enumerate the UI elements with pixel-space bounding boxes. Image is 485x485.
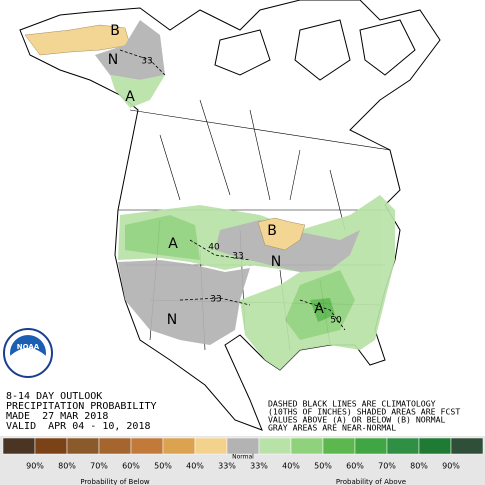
legend-label: 33% xyxy=(250,462,268,471)
map-label: 33 xyxy=(210,295,221,305)
legend-above: Probability of Above xyxy=(336,478,406,485)
note-line: DASHED BLACK LINES ARE CLIMATOLOGY xyxy=(268,399,436,409)
legend-swatch xyxy=(130,437,164,455)
map-label: 50 xyxy=(330,316,342,326)
legend-label: 60% xyxy=(346,462,364,471)
legend-label: 50% xyxy=(154,462,172,471)
note-line: VALUES ABOVE (A) OR BELOW (B) NORMAL xyxy=(268,415,446,425)
note-box xyxy=(266,398,484,434)
legend-label: 33% xyxy=(218,462,236,471)
ak-green xyxy=(110,75,165,108)
legend-swatch xyxy=(162,437,196,455)
info-line: 8-14 DAY OUTLOOK xyxy=(6,391,102,402)
legend-label: 70% xyxy=(378,462,396,471)
legend-label: 80% xyxy=(410,462,428,471)
map-label: 33 xyxy=(232,252,243,262)
legend-swatch xyxy=(2,437,36,455)
legend-below: Probability of Below xyxy=(80,478,150,485)
us-green-mid xyxy=(125,215,355,340)
legend-swatch xyxy=(226,437,260,455)
map-label: A xyxy=(168,236,178,252)
forecast-shading xyxy=(24,20,395,370)
legend-label: 90% xyxy=(442,462,460,471)
map-label: 33 xyxy=(141,57,152,67)
map-label: 40 xyxy=(208,243,220,253)
legend-label: 60% xyxy=(122,462,140,471)
legend-swatch xyxy=(450,437,484,455)
legend-swatch xyxy=(194,437,228,455)
legend-label: 40% xyxy=(186,462,204,471)
map-label: B xyxy=(110,23,120,39)
legend-normal: Normal xyxy=(232,454,254,461)
legend-label: 40% xyxy=(282,462,300,471)
map-label: N xyxy=(108,52,118,68)
map-label: N xyxy=(167,312,177,328)
legend-swatch xyxy=(98,437,132,455)
legend-swatch xyxy=(258,437,292,455)
legend-swatch xyxy=(322,437,356,455)
note-line: (10THS OF INCHES) SHADED AREAS ARE FCST xyxy=(268,407,460,417)
map-label: A xyxy=(125,89,135,105)
us-green-dark xyxy=(310,298,335,322)
noaa-logo: NOAA xyxy=(3,328,53,378)
map-label: B xyxy=(267,223,277,239)
legend-swatch xyxy=(34,437,68,455)
legend-swatch xyxy=(386,437,420,455)
legend-label: 50% xyxy=(314,462,332,471)
legend-label: 80% xyxy=(58,462,76,471)
legend-swatch xyxy=(290,437,324,455)
ak-gray xyxy=(95,20,165,80)
us-gray-west xyxy=(118,260,250,345)
legend-swatch xyxy=(66,437,100,455)
legend-label: 70% xyxy=(90,462,108,471)
climatology-lines xyxy=(119,49,346,331)
legend-swatch xyxy=(354,437,388,455)
logo-text: NOAA xyxy=(17,343,40,351)
info-line: VALID APR 04 - 10, 2018 xyxy=(6,421,151,432)
map-label: A xyxy=(314,301,324,317)
us-tan xyxy=(257,217,306,251)
legend-swatch xyxy=(418,437,452,455)
legend-label: 90% xyxy=(26,462,44,471)
map-label: N xyxy=(271,254,281,270)
info-line: MADE 27 MAR 2018 xyxy=(6,411,108,422)
info-line: PRECIPITATION PROBABILITY xyxy=(6,401,157,412)
note-line: GRAY AREAS ARE NEAR-NORMAL xyxy=(268,423,396,433)
